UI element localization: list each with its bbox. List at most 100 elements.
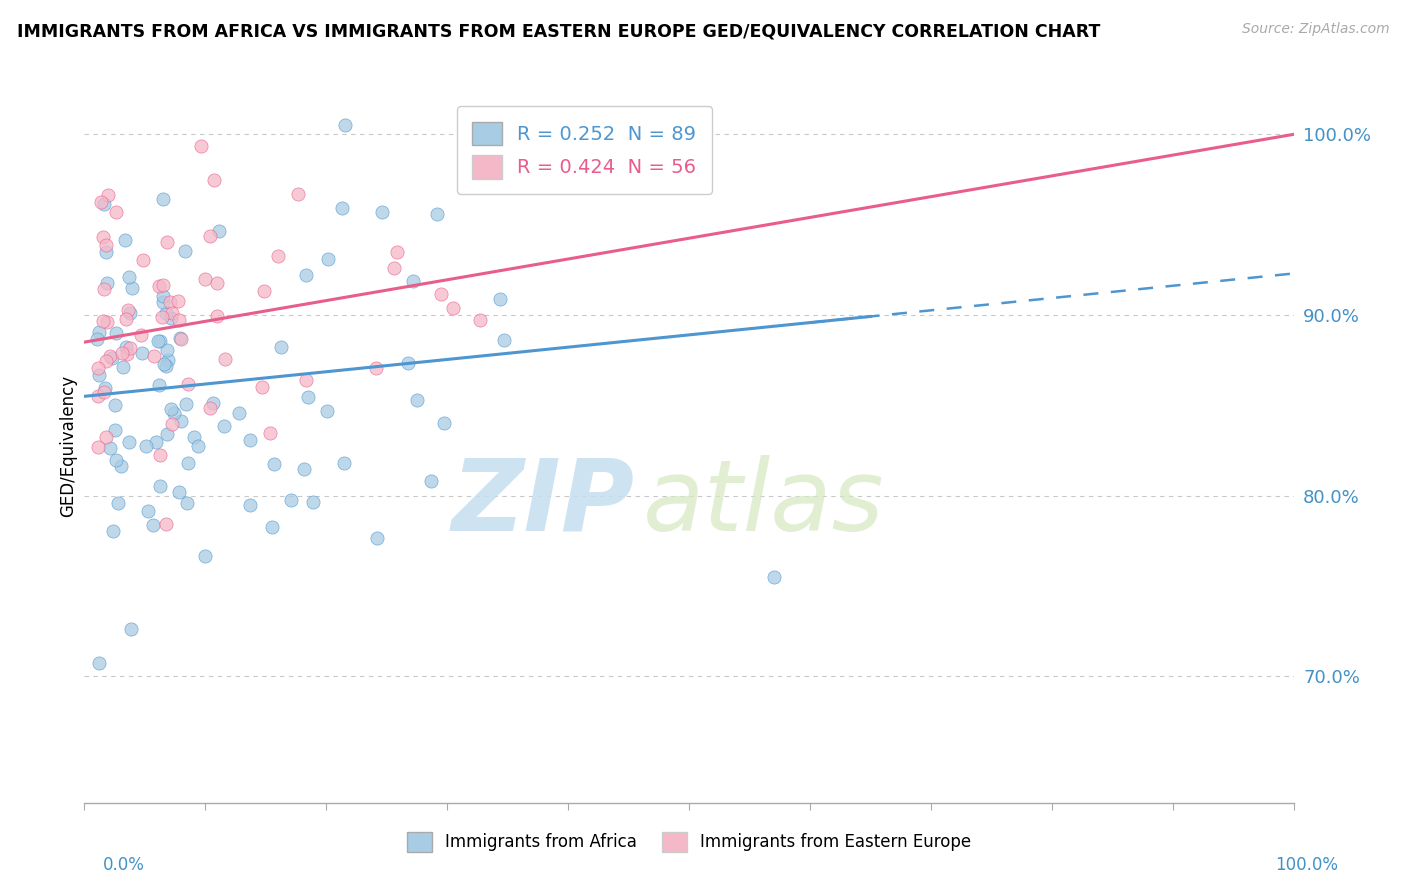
Text: 100.0%: 100.0% — [1275, 855, 1339, 873]
Point — [105, 452, 128, 467]
Point — [208, 224, 231, 238]
Point — [114, 340, 136, 354]
Point — [292, 462, 315, 476]
Point — [87, 325, 110, 339]
Point — [121, 281, 143, 295]
Text: IMMIGRANTS FROM AFRICA VS IMMIGRANTS FROM EASTERN EUROPE GED/EQUIVALENCY CORRELA: IMMIGRANTS FROM AFRICA VS IMMIGRANTS FRO… — [17, 22, 1101, 40]
Point — [91, 314, 114, 328]
Point — [190, 138, 212, 153]
Point — [295, 268, 318, 282]
Point — [169, 331, 191, 345]
Point — [253, 284, 276, 298]
Point — [93, 384, 115, 399]
Point — [302, 495, 325, 509]
Point — [101, 351, 124, 366]
Point — [167, 294, 190, 309]
Point — [89, 656, 111, 670]
Point — [295, 373, 318, 387]
Point — [316, 404, 339, 418]
Point — [239, 434, 262, 448]
Point — [228, 406, 250, 420]
Point — [156, 343, 179, 357]
Point — [402, 274, 425, 288]
Point — [118, 341, 141, 355]
Point — [96, 188, 118, 202]
Point — [96, 277, 118, 291]
Text: 0.0%: 0.0% — [103, 855, 145, 873]
Point — [94, 430, 117, 444]
Point — [194, 549, 217, 563]
Point — [430, 287, 453, 301]
Point — [263, 457, 285, 471]
Point — [287, 186, 309, 201]
Point — [318, 252, 340, 266]
Point — [145, 434, 167, 449]
Text: atlas: atlas — [643, 455, 884, 551]
Point — [120, 623, 142, 637]
Point — [149, 334, 172, 348]
Point — [160, 417, 183, 431]
Point — [148, 279, 170, 293]
Point — [98, 441, 121, 455]
Point — [118, 435, 141, 450]
Point — [98, 349, 121, 363]
Point — [117, 302, 139, 317]
Point — [156, 427, 179, 442]
Point — [157, 353, 180, 368]
Point — [152, 295, 174, 310]
Point — [177, 377, 200, 392]
Point — [152, 192, 174, 206]
Point — [187, 439, 209, 453]
Point — [104, 326, 127, 340]
Point — [433, 416, 456, 430]
Point — [111, 346, 134, 360]
Point — [262, 520, 284, 534]
Point — [110, 458, 132, 473]
Point — [270, 340, 292, 354]
Point — [198, 229, 221, 244]
Point — [131, 345, 153, 359]
Point — [280, 492, 302, 507]
Point — [159, 294, 181, 309]
Point — [159, 401, 181, 416]
Point — [86, 332, 108, 346]
Point — [132, 253, 155, 268]
Point — [114, 233, 136, 247]
Point — [149, 448, 172, 462]
Text: ZIP: ZIP — [451, 455, 634, 551]
Point — [148, 334, 170, 348]
Point — [96, 244, 118, 259]
Point — [194, 272, 217, 286]
Point — [259, 425, 281, 440]
Point — [96, 353, 118, 368]
Point — [148, 378, 170, 392]
Point — [489, 292, 512, 306]
Point — [160, 306, 183, 320]
Point — [104, 424, 127, 438]
Point — [214, 418, 236, 433]
Point — [94, 238, 117, 252]
Point — [177, 456, 200, 470]
Point — [101, 524, 124, 539]
Point — [297, 390, 319, 404]
Point — [156, 235, 179, 250]
Point — [169, 312, 191, 326]
Point — [214, 351, 236, 366]
Point — [174, 244, 197, 259]
Point — [159, 311, 181, 326]
Point — [142, 518, 165, 533]
Point — [239, 498, 262, 512]
Point — [152, 358, 174, 372]
Point — [398, 356, 420, 370]
Point — [136, 504, 159, 518]
Point — [115, 347, 138, 361]
Point — [494, 334, 516, 348]
Point — [419, 475, 441, 489]
Point — [87, 368, 110, 382]
Point — [129, 328, 152, 343]
Point — [93, 197, 115, 211]
Point — [89, 195, 111, 210]
Point — [762, 570, 785, 584]
Legend: Immigrants from Africa, Immigrants from Eastern Europe: Immigrants from Africa, Immigrants from … — [399, 825, 979, 859]
Point — [94, 381, 117, 395]
